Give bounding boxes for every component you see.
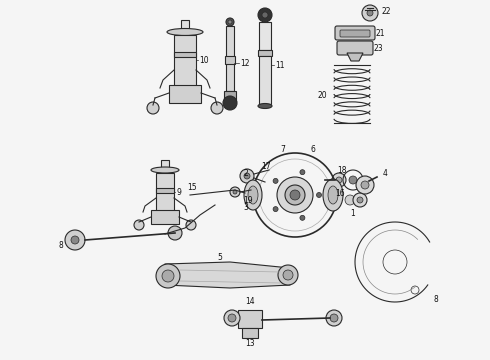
Circle shape <box>224 310 240 326</box>
Circle shape <box>356 176 374 194</box>
Circle shape <box>240 169 254 183</box>
Circle shape <box>285 185 305 205</box>
Text: 20: 20 <box>317 90 327 99</box>
Text: 1: 1 <box>350 208 355 217</box>
Circle shape <box>277 177 313 213</box>
Circle shape <box>317 193 321 198</box>
Text: 10: 10 <box>199 55 209 64</box>
Ellipse shape <box>248 186 258 204</box>
Bar <box>226 26 234 91</box>
Polygon shape <box>160 262 295 288</box>
Circle shape <box>330 314 338 322</box>
Circle shape <box>362 5 378 21</box>
Circle shape <box>134 220 144 230</box>
Circle shape <box>211 102 223 114</box>
Circle shape <box>71 236 79 244</box>
Text: 14: 14 <box>245 297 255 306</box>
Circle shape <box>290 190 300 200</box>
Circle shape <box>336 177 342 183</box>
Circle shape <box>233 190 237 194</box>
Bar <box>151 210 179 224</box>
Circle shape <box>283 270 293 280</box>
Circle shape <box>186 220 196 230</box>
Text: 4: 4 <box>383 168 388 177</box>
Text: 6: 6 <box>311 144 316 153</box>
Circle shape <box>228 314 236 322</box>
Circle shape <box>65 230 85 250</box>
Circle shape <box>223 96 237 110</box>
Ellipse shape <box>258 104 272 108</box>
Text: 8: 8 <box>58 240 63 249</box>
Text: 21: 21 <box>376 28 386 37</box>
Circle shape <box>156 264 180 288</box>
Circle shape <box>361 181 369 189</box>
Circle shape <box>230 187 240 197</box>
Bar <box>174 35 196 90</box>
Text: 9: 9 <box>176 188 181 197</box>
Circle shape <box>300 215 305 220</box>
Bar <box>156 188 174 193</box>
Circle shape <box>300 170 305 175</box>
Text: 2: 2 <box>243 168 248 177</box>
Circle shape <box>353 193 367 207</box>
Text: 13: 13 <box>245 338 255 347</box>
Text: 19: 19 <box>243 195 253 204</box>
Circle shape <box>357 197 363 203</box>
FancyBboxPatch shape <box>337 41 373 55</box>
FancyBboxPatch shape <box>340 30 370 37</box>
Circle shape <box>228 20 232 24</box>
Circle shape <box>162 270 174 282</box>
Text: 11: 11 <box>275 60 285 69</box>
Circle shape <box>273 207 278 212</box>
Text: 23: 23 <box>374 44 384 53</box>
Ellipse shape <box>151 167 179 173</box>
Circle shape <box>367 10 373 16</box>
Bar <box>259 56 271 104</box>
Text: 3: 3 <box>243 202 248 212</box>
Bar <box>224 91 236 101</box>
Circle shape <box>262 12 268 18</box>
Ellipse shape <box>328 186 338 204</box>
Text: 16: 16 <box>335 189 344 198</box>
Ellipse shape <box>323 179 343 211</box>
Text: 22: 22 <box>381 6 391 15</box>
Text: 8: 8 <box>433 296 438 305</box>
Polygon shape <box>347 53 363 61</box>
Text: 18: 18 <box>337 166 346 175</box>
Text: 7: 7 <box>281 144 286 153</box>
Bar <box>181 20 189 32</box>
Circle shape <box>273 179 278 183</box>
Circle shape <box>226 18 234 26</box>
Text: 17: 17 <box>261 162 270 171</box>
Circle shape <box>332 173 346 187</box>
Text: 15: 15 <box>187 183 196 192</box>
Circle shape <box>345 195 355 205</box>
Bar <box>238 310 262 328</box>
Bar <box>161 160 169 170</box>
Circle shape <box>244 173 250 179</box>
FancyBboxPatch shape <box>335 26 375 40</box>
Text: 12: 12 <box>240 59 249 68</box>
Circle shape <box>326 310 342 326</box>
Circle shape <box>168 226 182 240</box>
Circle shape <box>349 176 357 184</box>
Bar <box>259 22 271 50</box>
Bar <box>242 328 258 338</box>
Text: 5: 5 <box>217 253 222 262</box>
Bar <box>225 56 235 64</box>
Ellipse shape <box>244 180 262 210</box>
Bar <box>258 50 272 56</box>
Circle shape <box>258 8 272 22</box>
Bar <box>174 52 196 57</box>
Circle shape <box>278 265 298 285</box>
Bar <box>156 173 174 213</box>
Circle shape <box>147 102 159 114</box>
Ellipse shape <box>167 28 203 36</box>
Bar <box>169 85 201 103</box>
